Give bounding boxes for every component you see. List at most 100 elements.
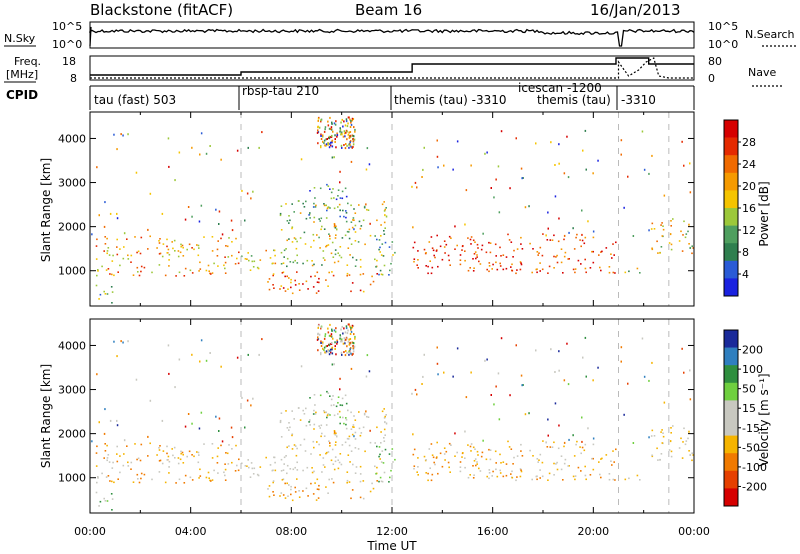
echo-cell (111, 498, 114, 500)
echo-cell (430, 272, 433, 275)
echo-cell (416, 186, 418, 189)
echo-cell (499, 265, 502, 267)
echo-cell (339, 453, 342, 455)
echo-cell (184, 425, 187, 428)
echo-cell (126, 238, 128, 240)
echo-cell (481, 244, 484, 247)
echo-cell (250, 197, 252, 200)
echo-cell (215, 208, 217, 211)
echo-cell (581, 239, 584, 242)
echo-cell (486, 475, 488, 478)
echo-cell (599, 266, 601, 269)
echo-cell (452, 375, 454, 378)
echo-cell (425, 472, 427, 474)
echo-cell (353, 126, 355, 129)
echo-cell (340, 256, 343, 259)
velocity-colorbar-label: Velocity [m s⁻¹] (757, 373, 771, 466)
echo-cell (136, 458, 138, 461)
echo-cell (104, 201, 106, 204)
echo-cell (474, 241, 476, 243)
echo-cell (583, 449, 586, 452)
echo-cell (334, 138, 336, 141)
echo-cell (96, 445, 98, 448)
echo-cell (273, 456, 276, 459)
echo-cell (537, 461, 539, 463)
echo-cell (333, 224, 336, 227)
echo-cell (311, 471, 314, 474)
echo-cell (344, 441, 347, 444)
echo-cell (334, 253, 337, 256)
echo-cell (328, 233, 330, 235)
echo-cell (347, 247, 350, 249)
echo-cell (341, 197, 344, 200)
echo-cell (151, 478, 153, 481)
echo-cell (328, 478, 330, 481)
echo-cell (431, 266, 434, 269)
echo-cell (106, 250, 109, 252)
colorbar-tick-label: 15 (742, 402, 756, 415)
echo-cell (351, 119, 354, 122)
echo-cell (548, 265, 551, 268)
echo-cell (291, 292, 294, 295)
echo-cell (307, 495, 309, 497)
echo-cell (338, 461, 341, 464)
echo-cell (554, 164, 556, 166)
echo-cell (184, 474, 187, 477)
echo-cell (329, 128, 332, 130)
echo-cell (473, 474, 475, 476)
echo-cell (280, 229, 283, 231)
echo-cell (294, 486, 296, 489)
echo-cell (379, 269, 382, 272)
echo-cell (177, 250, 180, 252)
echo-cell (425, 252, 427, 254)
echo-cell (179, 251, 182, 254)
echo-cell (346, 351, 348, 354)
x-tick-label: 12:00 (376, 525, 408, 538)
echo-cell (281, 272, 284, 274)
echo-cell (521, 455, 524, 457)
echo-cell (354, 419, 357, 421)
echo-cell (286, 446, 288, 449)
echo-cell (519, 468, 522, 470)
echo-cell (161, 255, 164, 258)
echo-cell (681, 347, 683, 350)
echo-cell (288, 484, 290, 486)
echo-cell (462, 452, 464, 454)
echo-cell (475, 464, 477, 467)
echo-cell (516, 269, 518, 271)
echo-cell (352, 325, 355, 327)
echo-cell (353, 415, 355, 417)
echo-cell (435, 250, 438, 252)
echo-cell (175, 482, 177, 484)
echo-cell (325, 424, 328, 426)
echo-cell (339, 197, 342, 199)
echo-cell (337, 413, 339, 415)
echo-cell (205, 269, 208, 272)
echo-cell (231, 448, 233, 450)
echo-cell (302, 202, 304, 205)
echo-cell (345, 131, 347, 134)
echo-cell (211, 272, 214, 274)
echo-cell (323, 130, 326, 133)
echo-cell (320, 145, 322, 148)
colorbar-tick-label: 12 (742, 224, 756, 237)
echo-cell (683, 164, 685, 167)
echo-cell (488, 477, 490, 480)
echo-cell (573, 248, 576, 250)
echo-cell (287, 495, 289, 497)
echo-cell (359, 465, 362, 468)
echo-cell (522, 177, 524, 179)
echo-cell (371, 275, 373, 278)
echo-cell (341, 340, 343, 343)
echo-cell (657, 252, 659, 254)
colorbar-swatch (724, 400, 738, 419)
echo-cell (462, 245, 464, 247)
echo-cell (337, 467, 340, 470)
echo-cell (137, 457, 140, 460)
echo-cell (182, 246, 184, 249)
echo-cell (692, 247, 694, 249)
echo-cell (670, 450, 673, 453)
echo-cell (351, 134, 353, 137)
echo-cell (624, 478, 627, 481)
echo-cell (486, 268, 488, 271)
